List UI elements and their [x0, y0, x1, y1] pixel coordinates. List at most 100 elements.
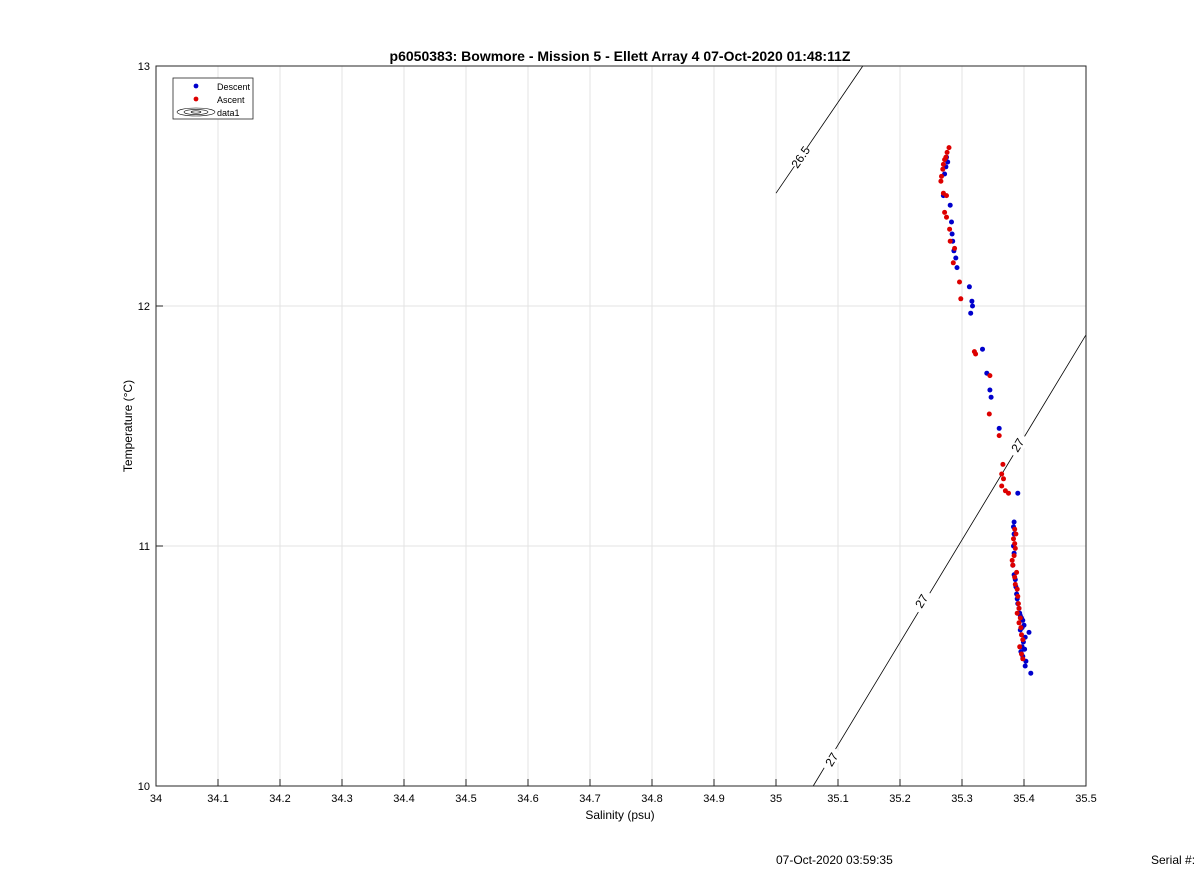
ascent-point	[1011, 536, 1016, 542]
isopycnal-line	[812, 334, 1087, 787]
ascent-point	[942, 209, 948, 215]
ascent-point	[1014, 610, 1020, 616]
ascent-point	[1012, 545, 1018, 551]
descent-point	[966, 284, 972, 290]
footer-timestamp: 07-Oct-2020 03:59:35	[776, 853, 893, 867]
axes-box	[155, 65, 1087, 787]
descent-point	[1015, 490, 1021, 496]
ascent-point	[944, 149, 950, 155]
ascent-point	[958, 296, 964, 302]
ascent-point	[999, 471, 1005, 477]
y-tick-label: 12	[138, 301, 150, 313]
descent-point	[953, 255, 959, 261]
ascent-point	[946, 145, 952, 151]
y-tick-label: 10	[138, 781, 150, 793]
ascent-point	[1012, 526, 1018, 532]
ascent-point	[1019, 651, 1024, 657]
descent-point	[1022, 646, 1028, 652]
x-tick-label: 34.1	[207, 793, 228, 805]
legend-contour-icon	[176, 107, 216, 117]
x-tick-label: 35.4	[1013, 793, 1034, 805]
data-points	[938, 145, 1034, 676]
ascent-point	[1012, 581, 1018, 587]
ascent-point	[1020, 656, 1026, 662]
ascent-point	[973, 351, 979, 357]
y-tick-label: 11	[139, 541, 150, 553]
ascent-point	[1016, 620, 1022, 626]
y-axis-label: Temperature (°C)	[121, 380, 135, 472]
x-tick-label: 34.3	[331, 793, 352, 805]
ascent-point	[947, 238, 953, 244]
x-tick-label: 34.4	[393, 793, 414, 805]
ascent-point	[986, 411, 992, 417]
x-tick-label: 35.1	[827, 793, 848, 805]
ascent-point	[1015, 601, 1021, 607]
isopycnal-label: 27	[1008, 436, 1027, 455]
ascent-point	[940, 166, 946, 172]
ascent-point	[1013, 531, 1019, 537]
ascent-point	[957, 279, 962, 285]
descent-point	[996, 425, 1002, 431]
ascent-point	[987, 373, 993, 379]
ascent-point	[1018, 625, 1024, 631]
footer-serial-label: Serial #:	[1151, 853, 1196, 867]
legend-box	[172, 77, 254, 120]
ascent-point	[1019, 632, 1024, 638]
ascent-point	[1014, 569, 1020, 575]
ascent-point	[1000, 461, 1006, 467]
x-axis-label: Salinity (psu)	[585, 808, 654, 822]
x-tick-label: 35	[770, 793, 782, 805]
ascent-point	[1015, 593, 1021, 599]
ascent-point	[942, 157, 948, 163]
descent-point	[969, 298, 975, 304]
ascent-point	[939, 173, 944, 179]
ascent-point	[952, 245, 958, 251]
ascent-point	[1006, 490, 1011, 496]
legend-descent-marker	[193, 83, 199, 89]
ascent-point	[1017, 615, 1023, 621]
isopycnal-label: 27	[822, 750, 841, 769]
x-tick-label: 34.5	[455, 793, 476, 805]
x-tick-label: 34.9	[703, 793, 724, 805]
x-tick-label: 34.8	[641, 793, 662, 805]
ascent-point	[944, 214, 949, 220]
ascent-point	[1012, 541, 1018, 547]
descent-point	[968, 310, 974, 316]
ascent-point	[999, 483, 1005, 489]
descent-point	[949, 231, 955, 237]
ascent-point	[947, 226, 953, 232]
x-tick-label: 35.3	[951, 793, 972, 805]
ascent-point	[1012, 574, 1018, 580]
density-contours: 26.5 27 27 27	[775, 65, 1087, 787]
isopycnal-line	[775, 65, 864, 194]
descent-point	[1011, 519, 1017, 525]
ascent-point	[938, 178, 944, 184]
isopycnal-label-bg	[1006, 432, 1030, 459]
axis-ticks: 34 34.1 34.2 34.3 34.4 34.5 34.6 34.7 34.8 34.9 35…	[138, 61, 1097, 805]
x-tick-label: 34.6	[517, 793, 538, 805]
descent-point	[954, 265, 960, 271]
descent-point	[1028, 670, 1034, 676]
x-tick-label: 35.5	[1075, 793, 1096, 805]
descent-point	[949, 219, 954, 225]
ascent-point	[950, 260, 956, 266]
descent-point	[970, 303, 975, 309]
legend: Descent Ascent data1	[172, 77, 254, 120]
ascent-point	[1001, 476, 1006, 482]
descent-point	[1026, 629, 1032, 635]
ascent-point	[1010, 562, 1016, 568]
isopycnal-label: 27	[912, 592, 931, 611]
legend-data1-label: data1	[217, 108, 240, 118]
y-tick-label: 13	[138, 61, 150, 73]
ascent-point	[940, 161, 946, 167]
ascent-point	[1011, 553, 1017, 559]
ascent-point	[1009, 557, 1015, 563]
ascent-point	[1020, 637, 1026, 643]
x-tick-label: 34	[150, 793, 162, 805]
isopycnal-label-bg	[910, 588, 934, 615]
isopycnal-label: 26.5	[788, 143, 813, 170]
legend-ascent-label: Ascent	[217, 95, 245, 105]
isopycnal-label-bg	[788, 144, 813, 171]
legend-ascent-marker	[193, 96, 199, 102]
